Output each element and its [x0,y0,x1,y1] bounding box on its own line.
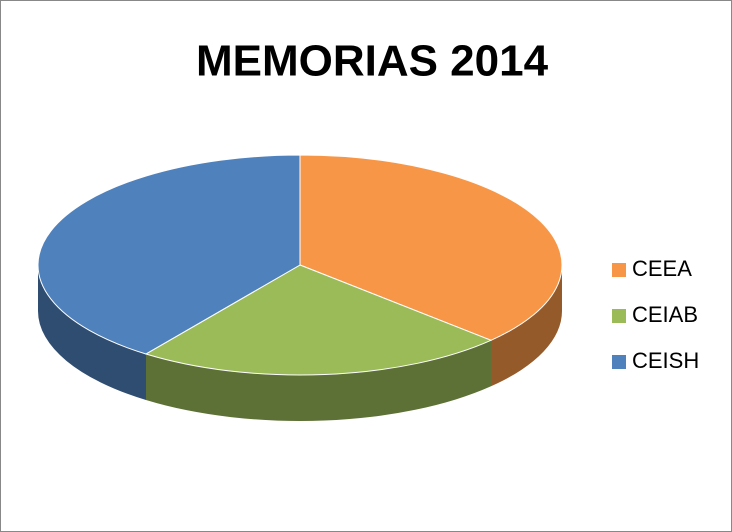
pie-slice [144,264,493,376]
legend-swatch [612,263,626,277]
legend-label: CEIAB [632,302,698,327]
legend-label: CEISH [632,348,699,373]
chart-title: MEMORIAS 2014 [196,37,549,86]
legend-swatch [612,355,626,369]
pie-side [490,265,562,387]
pie-slice [37,154,301,355]
pie-side [146,340,491,421]
legend-label: CEEA [632,256,692,281]
legend-swatch [612,309,626,323]
pie-slice [299,154,563,341]
